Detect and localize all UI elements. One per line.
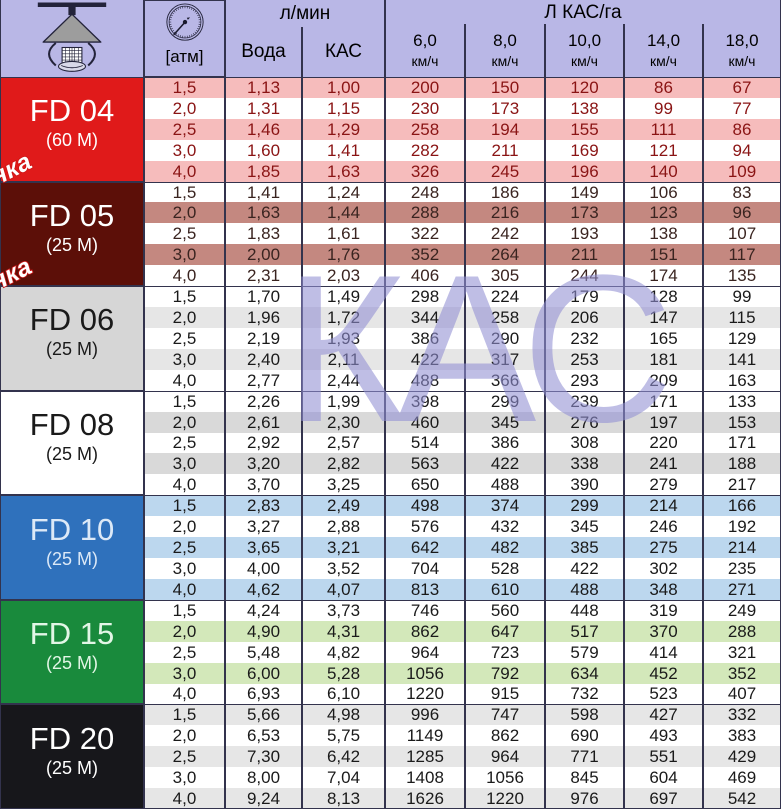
svg-text:нка: нка (0, 252, 36, 296)
svg-text:нка: нка (0, 147, 36, 191)
